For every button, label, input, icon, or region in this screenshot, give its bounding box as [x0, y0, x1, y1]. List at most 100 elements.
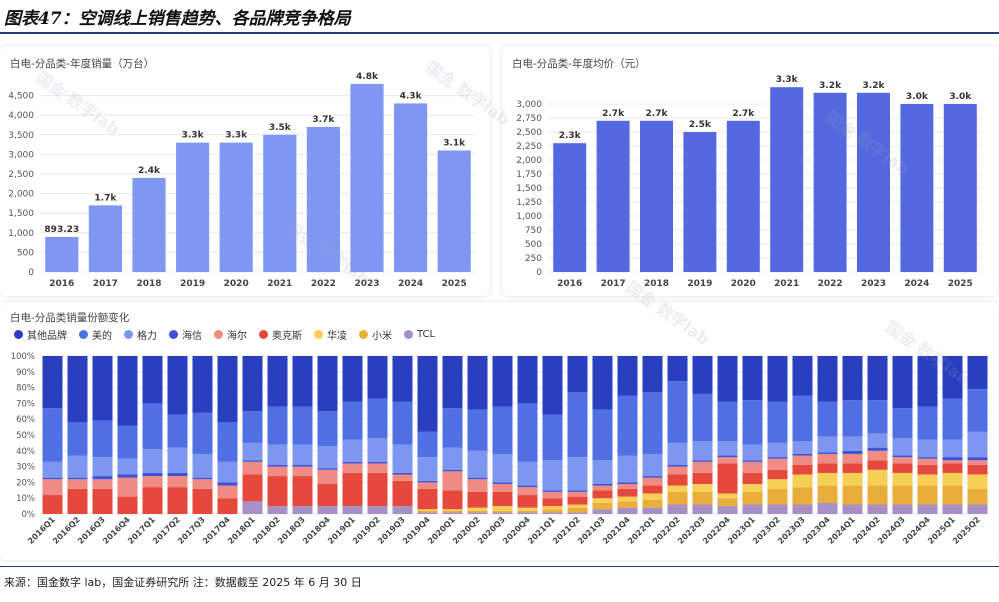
- stacked-segment: [917, 504, 938, 514]
- stacked-segment: [317, 468, 338, 470]
- legend-item[interactable]: 奥克斯: [259, 327, 302, 342]
- legend-item[interactable]: TCL: [404, 327, 435, 342]
- x-tick-label: 2018: [644, 279, 669, 289]
- stacked-segment: [467, 409, 488, 451]
- legend-label: 其他品牌: [27, 331, 67, 342]
- stacked-segment: [692, 472, 713, 484]
- stacked-segment: [267, 406, 288, 445]
- stacked-segment: [367, 356, 388, 399]
- stacked-segment: [592, 502, 613, 510]
- x-tick-label: 2021: [774, 279, 799, 289]
- stacked-segment: [242, 461, 263, 475]
- bar: [770, 87, 804, 272]
- legend-label: 格力: [137, 331, 157, 342]
- stacked-segment: [442, 469, 463, 472]
- bar: [350, 83, 384, 272]
- bar-value-label: 2.3k: [559, 131, 582, 141]
- stacked-segment: [192, 488, 213, 514]
- x-tick-label: 2024: [398, 279, 423, 289]
- legend-swatch: [404, 330, 413, 339]
- legend-item[interactable]: 其他品牌: [14, 327, 67, 342]
- y-tick-label: 500: [525, 240, 542, 250]
- bar-value-label: 3.1k: [443, 138, 466, 148]
- stacked-segment: [892, 408, 913, 439]
- stacked-segment: [667, 485, 688, 492]
- stacked-segment: [192, 412, 213, 454]
- stacked-segment: [942, 485, 963, 505]
- legend-item[interactable]: 小米: [359, 327, 392, 342]
- x-tick-label: 2019: [180, 279, 205, 289]
- stacked-segment: [192, 477, 213, 480]
- stacked-segment: [742, 483, 763, 492]
- stacked-segment: [692, 491, 713, 505]
- legend-item[interactable]: 海信: [169, 327, 202, 342]
- stacked-segment: [467, 491, 488, 508]
- legend-swatch: [14, 330, 23, 339]
- stacked-segment: [542, 490, 563, 492]
- legend-swatch: [214, 330, 223, 339]
- stacked-segment: [517, 356, 538, 404]
- stacked-segment: [742, 504, 763, 514]
- stacked-segment: [67, 422, 88, 456]
- y-tick-label: 2,000: [516, 156, 542, 166]
- volume-bar-chart: 0 500 1,000 1,500 2,000 2,500 3,000 3,500 4,000 4…: [8, 72, 476, 289]
- stacked-segment: [867, 447, 888, 451]
- legend-label: 海信: [182, 331, 202, 342]
- stacked-segment: [842, 453, 863, 464]
- stacked-segment: [392, 506, 413, 514]
- y-tick-label: 2,500: [8, 170, 34, 180]
- stacked-segment: [917, 485, 938, 505]
- stacked-segment: [292, 406, 313, 445]
- stacked-segment: [267, 465, 288, 467]
- legend-swatch: [169, 330, 178, 339]
- y-tick-label: 3,000: [8, 150, 34, 160]
- stacked-segment: [817, 472, 838, 486]
- stacked-segment: [842, 504, 863, 514]
- stacked-segment: [517, 512, 538, 514]
- stacked-segment: [42, 356, 63, 409]
- stacked-segment: [892, 455, 913, 458]
- price-bar-chart: 0 250 500 750 1,000 1,250 1,500 1,750 2,000 2,250…: [516, 75, 982, 289]
- stacked-segment: [592, 498, 613, 503]
- stacked-segment: [267, 356, 288, 407]
- x-tick-label: 2021: [267, 279, 292, 289]
- bar: [857, 92, 890, 272]
- stacked-segment: [342, 401, 363, 440]
- stacked-segment: [842, 450, 863, 454]
- stacked-segment: [117, 496, 138, 514]
- legend-label: 小米: [372, 331, 392, 342]
- stacked-segment: [692, 460, 713, 462]
- stacked-segment: [492, 406, 513, 454]
- stacked-segment: [517, 510, 538, 513]
- bar: [176, 142, 210, 272]
- stacked-segment: [967, 389, 988, 432]
- stacked-segment: [392, 480, 413, 507]
- stacked-segment: [117, 425, 138, 459]
- stacked-segment: [317, 411, 338, 447]
- stacked-segment: [442, 512, 463, 514]
- stacked-segment: [967, 474, 988, 489]
- stacked-segment: [117, 356, 138, 426]
- price-panel: 白电-分品类-年度均价（元） 0 250 500 750 1,000 1,250 1,500…: [502, 46, 998, 296]
- stacked-segment: [742, 461, 763, 473]
- legend-swatch: [124, 330, 133, 339]
- legend-item[interactable]: 海尔: [214, 327, 247, 342]
- stacked-segment: [942, 460, 963, 464]
- stacked-segment: [67, 356, 88, 423]
- x-tick-label: 2016: [557, 279, 582, 289]
- legend-label: 美的: [92, 331, 112, 342]
- stacked-segment: [792, 453, 813, 456]
- stacked-segment: [917, 457, 938, 459]
- bar: [813, 92, 847, 272]
- stacked-segment: [617, 455, 638, 483]
- stacked-segment: [467, 479, 488, 492]
- legend-item[interactable]: 华凌: [314, 327, 347, 342]
- stacked-segment: [692, 356, 713, 394]
- stacked-segment: [417, 512, 438, 514]
- legend-item[interactable]: 格力: [124, 327, 157, 342]
- stacked-segment: [542, 506, 563, 510]
- y-tick-label: 0: [536, 268, 542, 278]
- y-tick-label: 2,000: [8, 190, 34, 200]
- legend-item[interactable]: 美的: [79, 327, 112, 342]
- y-tick-label: 30%: [16, 463, 35, 473]
